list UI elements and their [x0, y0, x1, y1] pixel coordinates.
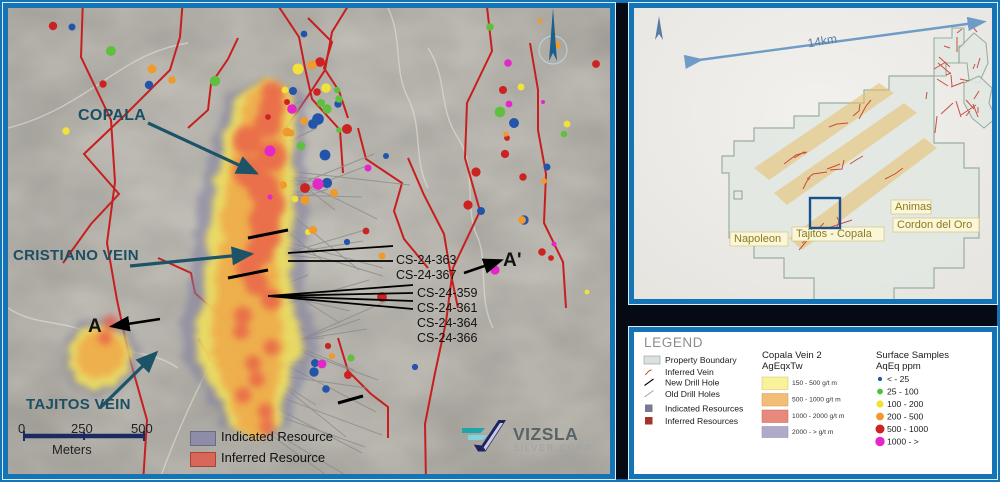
svg-text:100 - 200: 100 - 200 — [887, 399, 924, 409]
svg-text:AqEq ppm: AqEq ppm — [876, 361, 921, 372]
svg-text:New Drill Hole: New Drill Hole — [665, 378, 720, 388]
svg-text:Surface Samples: Surface Samples — [876, 350, 949, 361]
svg-text:Napoleon: Napoleon — [734, 233, 781, 245]
svg-text:500 - 1000: 500 - 1000 — [887, 424, 928, 434]
svg-text:500 - 1000 g/t m: 500 - 1000 g/t m — [792, 397, 841, 404]
svg-text:1000 - >: 1000 - > — [887, 437, 919, 447]
svg-text:1000 - 2000 g/t m: 1000 - 2000 g/t m — [792, 413, 845, 420]
svg-text:Inferred Vein: Inferred Vein — [665, 367, 714, 377]
svg-text:25 - 100: 25 - 100 — [887, 387, 919, 397]
svg-text:Indicated Resources: Indicated Resources — [665, 404, 743, 414]
svg-text:< - 25: < - 25 — [887, 374, 909, 384]
svg-text:Property Boundary: Property Boundary — [665, 355, 737, 365]
svg-text:Inferred Resources: Inferred Resources — [665, 416, 738, 426]
svg-text:2000 - > g/t m: 2000 - > g/t m — [792, 429, 834, 436]
svg-text:SILVER CORP: SILVER CORP — [513, 443, 593, 453]
svg-text:Cordon del Oro: Cordon del Oro — [897, 219, 972, 231]
svg-text:VIZSLA: VIZSLA — [513, 424, 578, 444]
svg-text:AgEqxTw: AgEqxTw — [762, 361, 803, 372]
svg-text:LEGEND: LEGEND — [644, 335, 703, 350]
svg-text:Animas: Animas — [895, 201, 932, 213]
svg-text:Tajitos - Copala: Tajitos - Copala — [796, 228, 873, 240]
svg-text:Copala Vein 2: Copala Vein 2 — [762, 350, 822, 361]
svg-text:200 - 500: 200 - 500 — [887, 412, 924, 422]
svg-text:Old Drill Holes: Old Drill Holes — [665, 389, 720, 399]
svg-text:150 - 500 g/t m: 150 - 500 g/t m — [792, 380, 837, 387]
